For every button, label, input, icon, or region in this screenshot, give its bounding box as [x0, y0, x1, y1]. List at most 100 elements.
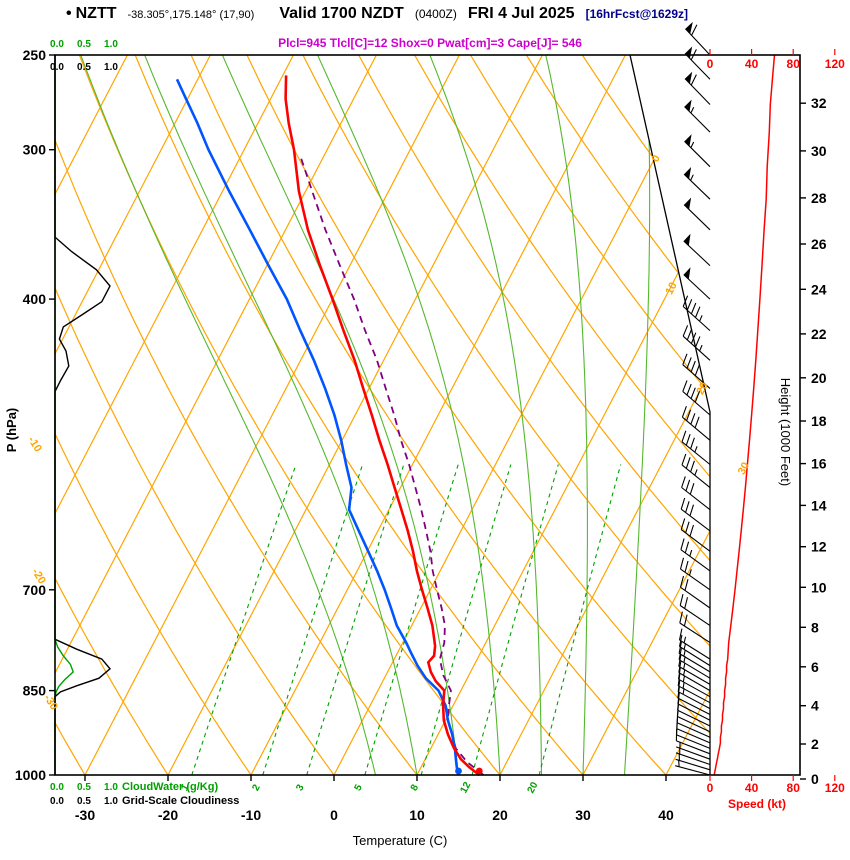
pressure-tick-label: 400	[23, 291, 47, 307]
skewt-cut-boundary	[629, 54, 711, 413]
speed-tick-label-top: 120	[825, 57, 845, 71]
cloudiness-scale-tick: 0.0	[50, 796, 64, 807]
wind-barb	[682, 325, 711, 361]
cloudiness-scale-title: Grid-Scale Cloudiness	[122, 795, 239, 807]
forecast-tag: [16hrFcst@1629z]	[585, 7, 688, 21]
isotherm-cut-label: 10	[663, 280, 679, 296]
wind-barb	[675, 760, 711, 776]
height-tick-label: 4	[811, 698, 819, 714]
mixing-ratio-label: 12	[458, 780, 473, 795]
height-tick-label: 24	[811, 281, 827, 297]
height-tick-label: 6	[811, 659, 819, 675]
height-tick-label: 28	[811, 190, 827, 206]
surface-temperature-dot	[475, 767, 483, 775]
moist-adiabat-line	[144, 55, 418, 775]
mixing-ratio-line	[471, 464, 559, 775]
wind-barb	[684, 74, 711, 105]
dry-adiabat-line	[414, 55, 710, 775]
isotherm-line	[55, 55, 128, 775]
wind-barb	[675, 754, 711, 771]
pressure-tick-label: 850	[23, 683, 47, 699]
dry-adiabat-line	[469, 55, 710, 775]
isotherm-cut-label: 30	[736, 460, 752, 476]
height-tick-label: 26	[811, 236, 827, 252]
surface-dewpoint-dot	[455, 767, 462, 775]
wind-barb	[679, 611, 711, 644]
wind-barb	[675, 747, 711, 766]
isotherm-line	[582, 55, 710, 775]
dry-adiabat-line	[55, 55, 169, 775]
isotherm-cut-label: 0	[649, 153, 662, 164]
pressure-tick-label: 1000	[15, 767, 46, 783]
barb-pennant	[685, 71, 693, 84]
station-bullet: •	[66, 5, 72, 22]
isotherm-line	[55, 55, 211, 775]
height-tick-label: 14	[811, 497, 827, 513]
moist-adiabat-line	[80, 55, 377, 775]
cloudiness-scale-tick: 0.5	[77, 62, 91, 73]
temperature-curve	[284, 75, 481, 777]
wind-barb	[679, 593, 711, 627]
mixing-ratio-line	[306, 464, 405, 775]
wind-barb	[680, 538, 711, 572]
cloudwater-scale-tick: 0.0	[50, 782, 64, 793]
wind-barb	[681, 430, 711, 465]
station-name: NZTT	[75, 5, 117, 22]
dry-adiabat-line	[302, 55, 710, 775]
parcel-ascent-curve	[300, 158, 484, 776]
height-tick-label: 16	[811, 456, 827, 472]
height-tick-label: 10	[811, 579, 827, 595]
isotherm-line	[499, 55, 710, 775]
speed-tick-label-top: 80	[787, 57, 801, 71]
barb-pennant	[685, 46, 693, 59]
dry-adiabat-line	[134, 55, 584, 775]
dewpoint-curve	[175, 78, 460, 776]
isotherm-cut-label: 20	[694, 380, 710, 396]
speed-tick-label-bottom: 120	[825, 781, 845, 795]
barb-pennant	[683, 233, 691, 246]
height-tick-label: 22	[811, 326, 827, 342]
wind-barb	[684, 140, 711, 168]
cloudwater-scale-tick: 1.0	[104, 782, 118, 793]
isotherm-line	[55, 55, 377, 775]
dry-adiabat-line	[358, 55, 710, 775]
dry-adiabat-line	[525, 55, 710, 775]
moist-adiabat-line	[317, 55, 501, 775]
wind-barb	[678, 628, 711, 660]
speed-axis-title: Speed (kt)	[728, 797, 786, 811]
valid-date: FRI 4 Jul 2025	[467, 5, 575, 22]
barb-pennant	[684, 134, 692, 147]
valid-time-z: (0400Z)	[414, 7, 457, 21]
speed-tick-label-top: 40	[745, 57, 759, 71]
wind-barb	[684, 24, 711, 56]
wind-barb	[681, 406, 711, 441]
barb-pennant	[685, 21, 693, 34]
mixing-ratio-line	[262, 464, 364, 775]
wind-barb	[680, 518, 711, 552]
temperature-tick-label: -10	[241, 807, 261, 823]
cloudwater-scale-tick: 0.5	[77, 39, 91, 50]
wind-barb	[682, 380, 711, 416]
wind-barbs	[675, 21, 711, 776]
mixing-ratio-line	[364, 464, 459, 775]
barb-pennant	[684, 167, 692, 179]
speed-tick-label-bottom: 40	[745, 781, 759, 795]
barb-pennant	[683, 267, 691, 280]
isotherm-line	[55, 55, 294, 775]
plot-frame	[54, 54, 801, 776]
dry-adiabat-line	[55, 55, 418, 775]
temperature-tick-label: 0	[330, 807, 338, 823]
skewt-grid	[55, 55, 710, 775]
mixing-ratio-label: 3	[294, 782, 307, 792]
isotherm-line	[416, 55, 710, 775]
wind-barb	[676, 741, 711, 760]
mixing-ratio-line	[191, 464, 297, 775]
dry-adiabat-line	[246, 55, 710, 775]
mixing-ratio-line	[538, 464, 622, 775]
cloudiness-scale-tick: 1.0	[104, 62, 118, 73]
height-tick-label: 30	[811, 143, 827, 159]
mixing-ratio-label: 1	[179, 782, 192, 792]
height-tick-label: 32	[811, 95, 827, 111]
